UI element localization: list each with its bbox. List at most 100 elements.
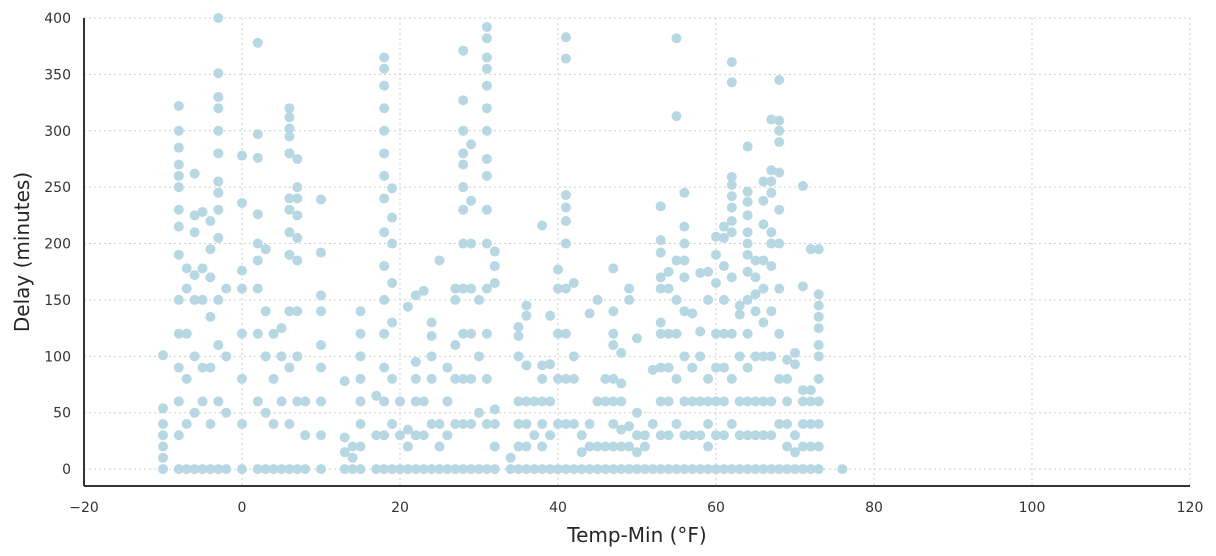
data-point	[355, 418, 366, 429]
data-point	[797, 441, 808, 452]
data-point	[434, 464, 445, 475]
data-point	[466, 195, 477, 206]
data-point	[466, 238, 477, 249]
data-point	[237, 464, 247, 475]
data-point	[568, 351, 579, 362]
data-point	[655, 201, 666, 212]
data-point	[481, 204, 492, 215]
data-point	[584, 441, 595, 452]
data-point	[181, 464, 192, 475]
y-tick-label: 400	[44, 11, 71, 27]
data-point	[205, 362, 216, 373]
data-point	[655, 317, 666, 328]
x-tick-label: 0	[238, 500, 247, 516]
data-point	[347, 441, 358, 452]
data-point	[703, 396, 714, 407]
data-point	[173, 249, 184, 260]
data-point	[742, 238, 753, 249]
grid	[84, 17, 1191, 486]
data-point	[774, 167, 785, 178]
x-tick-label: 40	[549, 500, 567, 516]
data-point	[726, 464, 737, 475]
data-point	[379, 103, 390, 114]
data-point	[387, 373, 398, 384]
data-point	[387, 418, 398, 429]
data-point	[189, 351, 200, 362]
data-point	[537, 373, 548, 384]
data-point	[734, 464, 745, 475]
data-point	[205, 272, 216, 283]
data-point	[181, 373, 192, 384]
data-point	[379, 430, 390, 441]
data-point	[639, 430, 650, 441]
data-point	[600, 464, 611, 475]
data-point	[355, 351, 366, 362]
data-point	[252, 255, 263, 266]
data-point	[671, 418, 682, 429]
data-point	[474, 407, 484, 418]
data-point	[213, 187, 224, 198]
data-point	[758, 176, 769, 187]
data-point	[481, 125, 492, 136]
data-point	[616, 441, 627, 452]
data-point	[489, 441, 500, 452]
data-point	[316, 362, 326, 373]
data-point	[237, 265, 247, 276]
data-point	[387, 464, 398, 475]
y-tick-label: 100	[44, 349, 71, 365]
data-point	[284, 103, 295, 114]
data-point	[426, 464, 437, 475]
data-point	[339, 464, 350, 475]
data-point	[284, 193, 295, 204]
data-point	[813, 323, 824, 334]
data-point	[395, 396, 405, 407]
data-point	[576, 430, 587, 441]
data-point	[292, 210, 303, 221]
data-point	[624, 283, 635, 294]
data-point	[450, 283, 461, 294]
data-point	[774, 418, 785, 429]
data-point	[276, 396, 287, 407]
data-point	[790, 430, 800, 441]
data-point	[545, 359, 556, 370]
data-point	[537, 418, 548, 429]
data-point	[213, 125, 224, 136]
data-point	[703, 441, 714, 452]
data-point	[766, 306, 777, 317]
data-point	[458, 159, 469, 170]
data-point	[774, 328, 785, 339]
data-point	[774, 283, 785, 294]
x-tick-label: 120	[1177, 500, 1204, 516]
data-point	[521, 464, 532, 475]
data-point	[568, 373, 579, 384]
data-point	[695, 267, 706, 278]
data-point	[316, 306, 326, 317]
data-point	[726, 328, 737, 339]
data-point	[718, 261, 729, 272]
data-point	[797, 385, 808, 396]
data-point	[655, 464, 666, 475]
data-point	[742, 249, 753, 260]
data-point	[813, 441, 824, 452]
data-point	[268, 328, 279, 339]
data-point	[734, 430, 745, 441]
data-point	[513, 321, 524, 332]
data-point	[695, 464, 706, 475]
data-point	[742, 196, 753, 207]
data-point	[387, 238, 398, 249]
data-point	[766, 261, 777, 272]
data-point	[489, 418, 500, 429]
data-point	[805, 464, 816, 475]
data-point	[758, 396, 769, 407]
data-point	[679, 238, 690, 249]
data-point	[584, 464, 595, 475]
data-point	[766, 165, 777, 176]
data-point	[347, 452, 358, 463]
data-point	[592, 294, 603, 305]
data-points	[158, 13, 848, 475]
data-point	[600, 373, 611, 384]
data-point	[173, 100, 184, 111]
data-point	[521, 300, 532, 311]
data-point	[237, 418, 247, 429]
